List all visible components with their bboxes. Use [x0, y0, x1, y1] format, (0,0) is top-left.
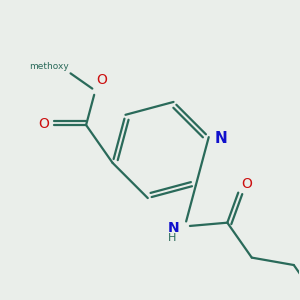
Text: methoxy: methoxy: [29, 62, 69, 71]
Text: O: O: [241, 177, 252, 191]
Text: N: N: [214, 131, 227, 146]
Text: H: H: [168, 233, 176, 243]
Text: O: O: [39, 117, 50, 131]
Text: N: N: [168, 221, 179, 235]
Text: O: O: [96, 73, 107, 87]
